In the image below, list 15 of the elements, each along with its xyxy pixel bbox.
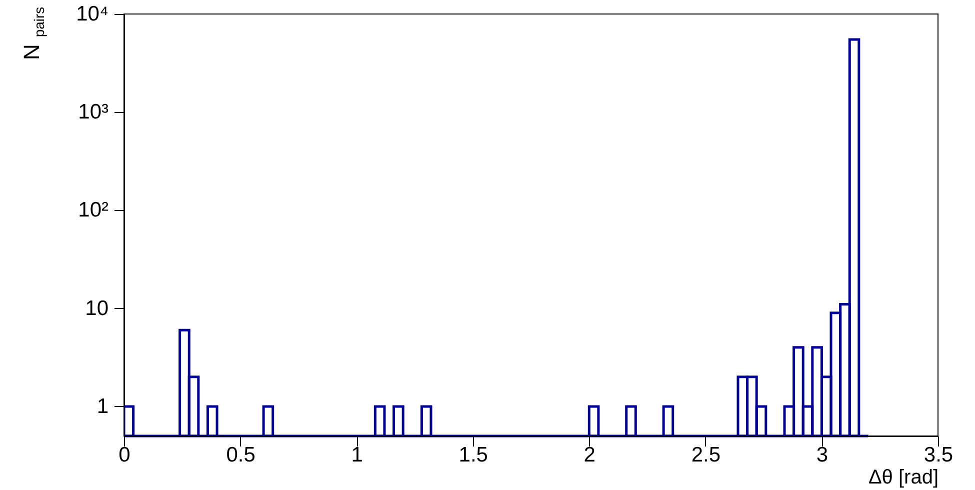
x-tick-label: 2.5 — [691, 444, 721, 466]
x-tick-label: 0 — [118, 444, 130, 466]
y-axis-title: Npairs — [19, 6, 47, 60]
x-tick-label: 1 — [351, 444, 363, 466]
x-tick-label: 3 — [816, 444, 828, 466]
x-tick-label: 0.5 — [226, 444, 256, 466]
x-tick-label: 2 — [584, 444, 596, 466]
x-tick-label: 1.5 — [458, 444, 488, 466]
y-tick-label: 10³ — [78, 100, 108, 124]
y-tick-label: 10 — [85, 296, 108, 320]
y-tick-label: 1 — [96, 394, 108, 418]
x-tick-label: 3.5 — [924, 444, 954, 466]
y-tick-label: 10² — [78, 198, 108, 222]
x-axis-title: Δθ [rad] — [868, 466, 938, 488]
y-tick-label: 10⁴ — [76, 2, 108, 26]
